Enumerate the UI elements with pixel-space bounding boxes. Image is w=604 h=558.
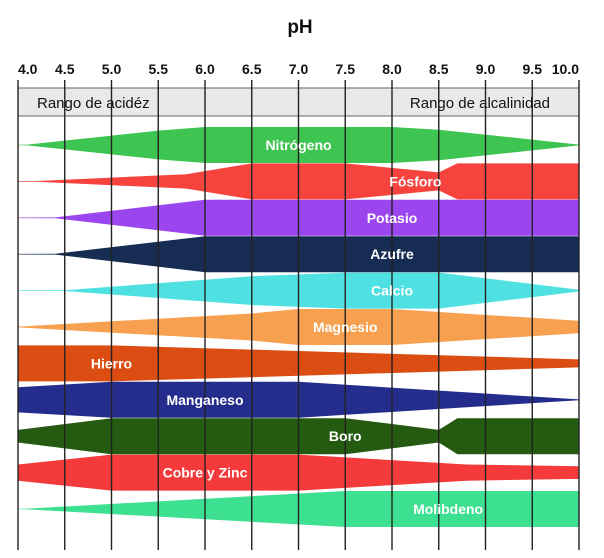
nutrient-label: Magnesio xyxy=(313,319,378,335)
x-tick-label: 7.5 xyxy=(336,61,356,77)
x-tick-label: 5.0 xyxy=(102,61,122,77)
x-tick-label: 5.5 xyxy=(149,61,169,77)
acid-range-label: Rango de acidéz xyxy=(37,95,150,112)
x-tick-label: 8.0 xyxy=(382,61,402,77)
nutrient-label: Molibdeno xyxy=(413,501,483,517)
x-tick-label: 9.0 xyxy=(476,61,496,77)
vertical-grid-lines xyxy=(17,80,580,550)
x-tick-label: 6.5 xyxy=(242,61,262,77)
nutrient-label: Boro xyxy=(329,428,362,444)
x-tick-label: 4.0 xyxy=(18,61,38,77)
x-axis-tick-labels: 4.0 4.5 5.0 5.5 6.0 6.5 7.0 7.5 8.0 8.5 9.0 9.5 10.0 xyxy=(18,61,579,77)
x-tick-label: 10.0 xyxy=(552,61,579,77)
x-tick-label: 4.5 xyxy=(55,61,75,77)
alkaline-range-label: Rango de alcalinidad xyxy=(410,95,550,112)
nutrient-labels: Nitrógeno Fósforo Potasio Azufre Calcio Magne… xyxy=(91,137,483,517)
nutrient-label: Fósforo xyxy=(389,173,441,189)
chart-title: pH xyxy=(287,17,312,38)
nutrient-label: Manganeso xyxy=(166,392,243,408)
nutrient-label: Calcio xyxy=(371,283,413,299)
x-tick-label: 7.0 xyxy=(289,61,309,77)
nutrient-label: Hierro xyxy=(91,355,132,371)
nutrient-label: Cobre y Zinc xyxy=(163,465,248,481)
x-tick-label: 9.5 xyxy=(523,61,543,77)
nutrient-label: Nitrógeno xyxy=(265,137,331,153)
x-tick-label: 6.0 xyxy=(195,61,215,77)
nutrient-label: Azufre xyxy=(370,246,414,262)
x-tick-label: 8.5 xyxy=(429,61,449,77)
nutrient-label: Potasio xyxy=(367,210,418,226)
